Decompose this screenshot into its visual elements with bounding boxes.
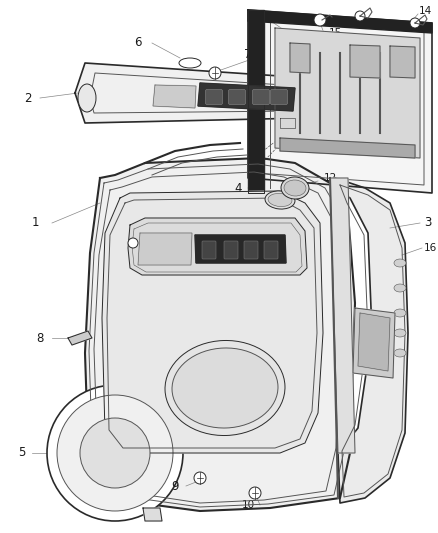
Ellipse shape (394, 284, 406, 292)
Polygon shape (198, 83, 295, 111)
Text: 16: 16 (424, 243, 437, 253)
Polygon shape (153, 85, 196, 108)
Circle shape (47, 385, 183, 521)
Text: 6: 6 (134, 36, 142, 50)
Text: 11: 11 (145, 203, 159, 213)
Circle shape (128, 238, 138, 248)
Ellipse shape (394, 259, 406, 267)
Polygon shape (330, 178, 355, 453)
Circle shape (57, 395, 173, 511)
Text: 13: 13 (339, 60, 352, 70)
Text: 1: 1 (31, 216, 39, 230)
FancyBboxPatch shape (202, 241, 216, 259)
Text: 15: 15 (328, 28, 342, 38)
Text: 14: 14 (418, 6, 431, 16)
Polygon shape (358, 313, 390, 371)
FancyBboxPatch shape (252, 90, 269, 104)
Text: 5: 5 (18, 447, 26, 459)
FancyBboxPatch shape (224, 241, 238, 259)
Text: 4: 4 (234, 182, 242, 195)
Circle shape (355, 11, 365, 21)
Polygon shape (68, 331, 92, 345)
Polygon shape (390, 46, 415, 78)
FancyBboxPatch shape (229, 90, 246, 104)
Polygon shape (335, 178, 408, 503)
Ellipse shape (281, 177, 309, 199)
Polygon shape (280, 138, 415, 158)
Polygon shape (353, 308, 395, 378)
Text: 3: 3 (424, 216, 432, 230)
Ellipse shape (165, 341, 285, 435)
Text: 10: 10 (241, 500, 254, 510)
Ellipse shape (268, 193, 292, 207)
Text: 8: 8 (36, 332, 44, 344)
Circle shape (209, 67, 221, 79)
Circle shape (194, 472, 206, 484)
Ellipse shape (394, 329, 406, 337)
Polygon shape (128, 218, 307, 275)
FancyBboxPatch shape (205, 90, 223, 104)
Ellipse shape (284, 180, 306, 196)
Polygon shape (195, 235, 286, 263)
Polygon shape (143, 508, 162, 521)
Polygon shape (248, 10, 432, 193)
FancyBboxPatch shape (264, 241, 278, 259)
Circle shape (80, 418, 150, 488)
Polygon shape (102, 191, 323, 453)
Circle shape (410, 18, 420, 28)
FancyBboxPatch shape (244, 241, 258, 259)
Ellipse shape (78, 84, 96, 112)
Polygon shape (275, 28, 420, 158)
Polygon shape (248, 10, 432, 33)
Text: 7: 7 (244, 49, 252, 61)
Polygon shape (85, 158, 355, 511)
Polygon shape (248, 10, 264, 193)
Circle shape (314, 14, 326, 26)
Polygon shape (350, 45, 380, 78)
Ellipse shape (394, 309, 406, 317)
Ellipse shape (295, 85, 309, 109)
Polygon shape (138, 233, 192, 265)
Polygon shape (280, 118, 295, 128)
Text: 9: 9 (171, 480, 179, 492)
Text: 12: 12 (323, 173, 337, 183)
Ellipse shape (265, 191, 295, 209)
Polygon shape (75, 63, 310, 123)
FancyBboxPatch shape (271, 90, 287, 104)
Text: 2: 2 (24, 92, 32, 104)
Ellipse shape (172, 348, 278, 428)
Ellipse shape (179, 58, 201, 68)
Ellipse shape (394, 349, 406, 357)
Polygon shape (290, 43, 310, 73)
Circle shape (249, 487, 261, 499)
